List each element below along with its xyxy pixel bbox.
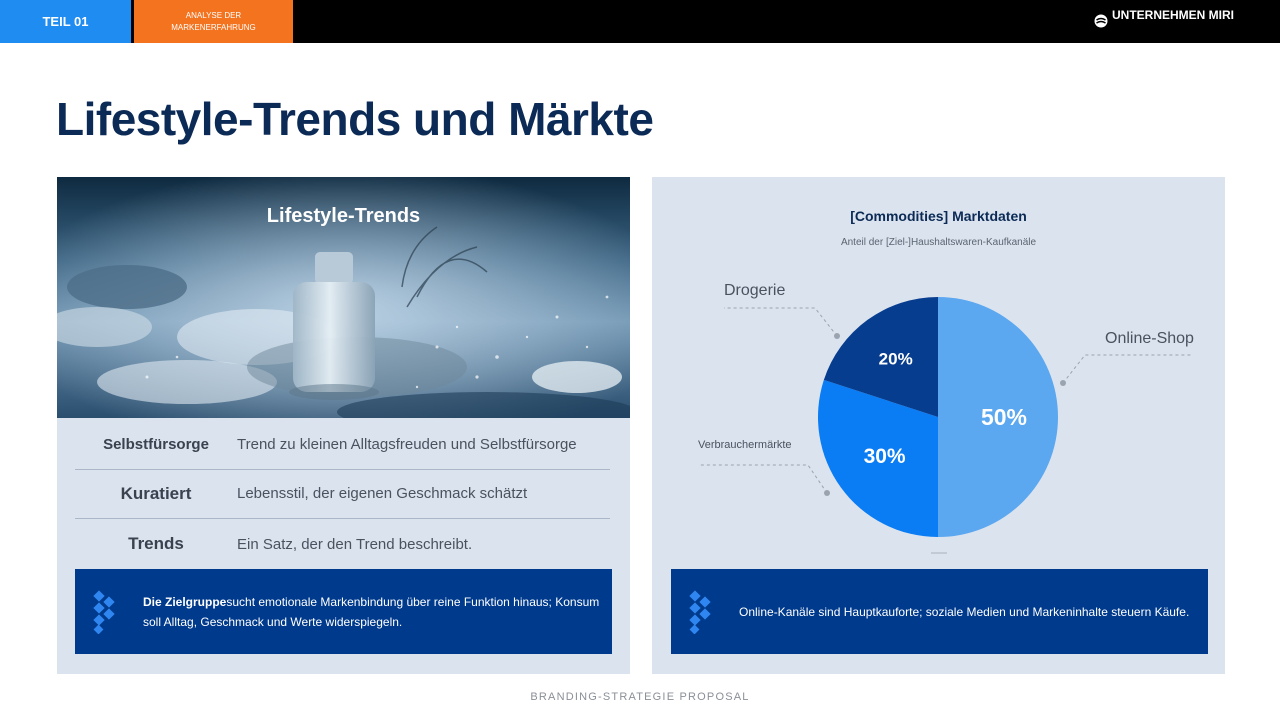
brand-name: UNTERNEHMEN MIRI [1112, 8, 1234, 22]
note-bold: Die Zielgruppe [143, 594, 227, 609]
brand-icon [1094, 14, 1108, 28]
pie-category-label: Verbrauchermärkte [698, 439, 792, 451]
note-body: sucht emotionale Markenbindung über rein… [143, 594, 600, 629]
hero-title: Lifestyle-Trends [266, 205, 421, 227]
page-title: Lifestyle-Trends und Märkte [56, 93, 654, 145]
trend-value: Ein Satz, der den Trend beschreibt. [237, 535, 473, 553]
note-text: Die Zielgruppesucht emotionale Markenbin… [143, 592, 612, 632]
hero-image: Lifestyle-Trends [57, 177, 630, 418]
note-text: Online-Kanäle sind Hauptkauforte; sozial… [739, 604, 1190, 619]
leader-dot [824, 490, 830, 496]
trend-row-selbstfuersorge: Selbstfürsorge Trend zu kleinen Alltagsf… [75, 420, 610, 470]
pie-slice-2 [823, 297, 938, 417]
leader-dot [1060, 380, 1066, 386]
target-group-note: Die Zielgruppesucht emotionale Markenbin… [75, 569, 612, 654]
leader-dot [834, 333, 840, 339]
pie-category-label: Drogerie [724, 282, 785, 299]
pie-category-label: Online-Shop [1105, 330, 1194, 347]
pie-percent-label: 20% [879, 350, 913, 369]
trend-key: Kuratiert [120, 483, 192, 503]
chart-title: [Commodities] Marktdaten [850, 208, 1027, 224]
market-data-card: 50% Online-Shop 30% Verbrauchermärkte 20% Dro… [652, 177, 1225, 674]
lifestyle-trends-card: Lifestyle-Trends Selbstfürsorge Trend zu… [57, 177, 630, 674]
water-bottle-illustration [57, 177, 630, 418]
leader-line [724, 307, 838, 337]
section-tab[interactable]: ANALYSE DER MARKENERFAHRUNG [134, 0, 293, 43]
chart-subtitle: Anteil der [Ziel-]Haushaltswaren-Kaufkan… [840, 237, 1037, 248]
trend-value: Trend zu kleinen Alltagsfreuden und Selb… [237, 436, 577, 453]
leader-line [698, 464, 828, 494]
trend-row-kuratiert: Kuratiert Lebensstil, der eigenen Geschm… [75, 469, 610, 519]
brand-logo: UNTERNEHMEN MIRI [1094, 9, 1242, 28]
top-bar: TEIL 01 ANALYSE DER MARKENERFAHRUNG UNTE… [0, 0, 1280, 43]
channel-note: Online-Kanäle sind Hauptkauforte; sozial… [671, 569, 1208, 654]
trend-value: Lebensstil, der eigenen Geschmack schätz… [237, 485, 528, 502]
pie-chart: 50% Online-Shop 30% Verbrauchermärkte 20% Dro… [698, 282, 1194, 554]
trend-key: Selbstfürsorge [103, 436, 209, 453]
diamond-cluster-icon [93, 589, 115, 634]
trend-row-trends: Trends Ein Satz, der den Trend beschreib… [75, 519, 610, 569]
pie-slice-0 [938, 297, 1058, 537]
pie-percent-label: 50% [981, 404, 1027, 430]
diamond-cluster-icon [689, 589, 711, 634]
pie-percent-label: 30% [864, 445, 906, 468]
pie-slice-1 [818, 379, 938, 537]
part-tab[interactable]: TEIL 01 [0, 0, 131, 43]
trend-key: Trends [128, 534, 184, 553]
leader-line [1062, 354, 1193, 384]
footer-label: BRANDING-STRATEGIE PROPOSAL [530, 691, 750, 703]
